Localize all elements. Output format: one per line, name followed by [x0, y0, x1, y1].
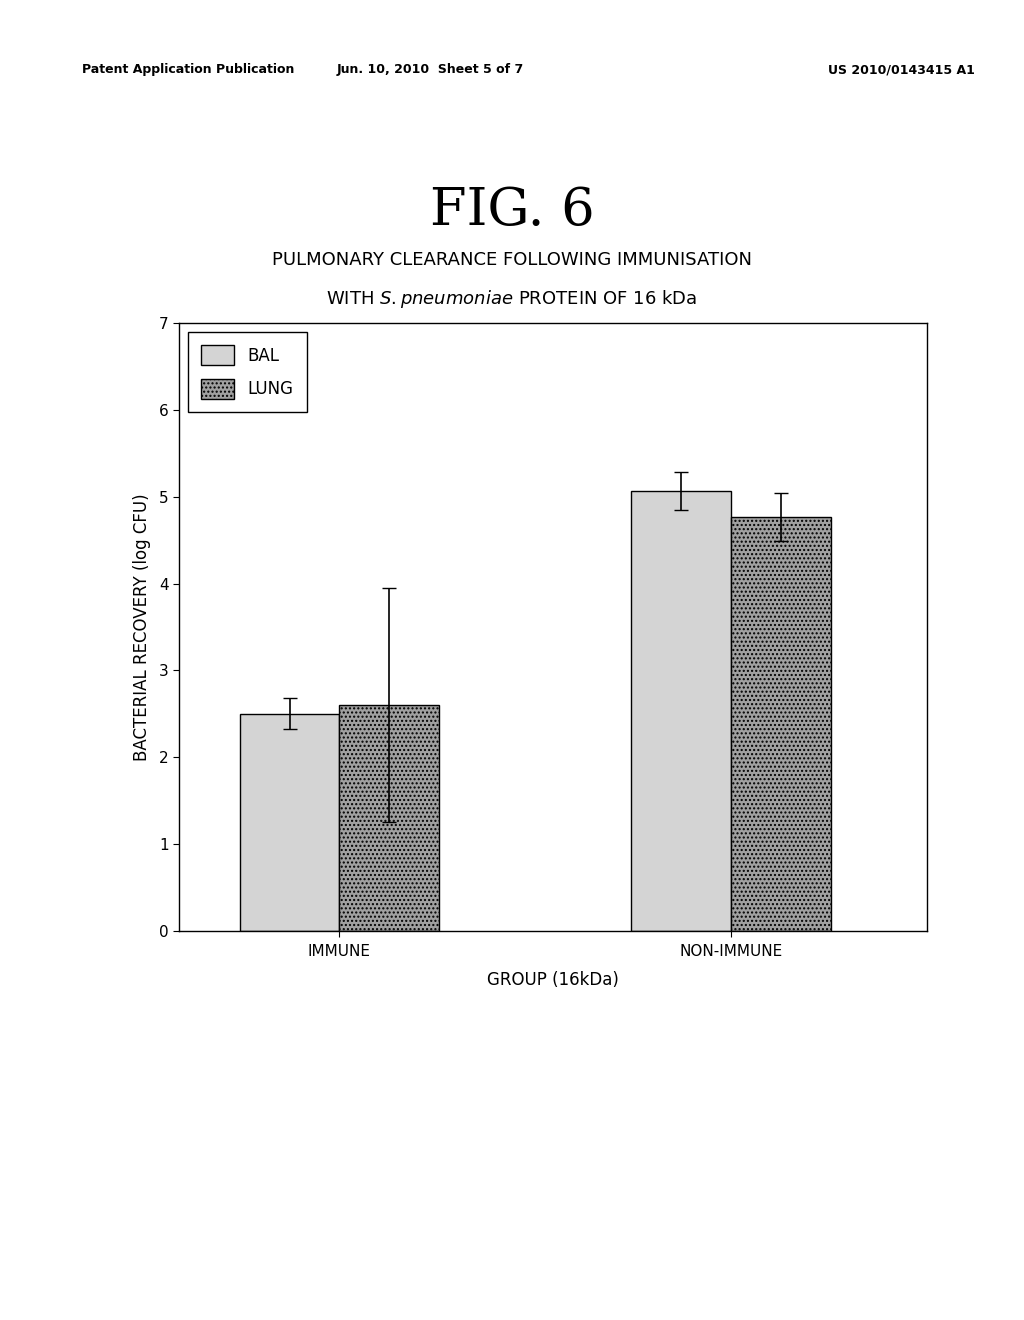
Bar [339, 705, 439, 931]
X-axis label: GROUP (16kDa): GROUP (16kDa) [487, 970, 618, 989]
Legend: BAL, LUNG: BAL, LUNG [187, 331, 307, 412]
Y-axis label: BACTERIAL RECOVERY (log CFU): BACTERIAL RECOVERY (log CFU) [133, 494, 151, 760]
Bar [731, 517, 830, 931]
Bar [240, 714, 339, 931]
Bar [631, 491, 731, 931]
Text: PULMONARY CLEARANCE FOLLOWING IMMUNISATION: PULMONARY CLEARANCE FOLLOWING IMMUNISATI… [272, 251, 752, 269]
Text: Jun. 10, 2010  Sheet 5 of 7: Jun. 10, 2010 Sheet 5 of 7 [337, 63, 523, 77]
Text: Patent Application Publication: Patent Application Publication [82, 63, 294, 77]
Text: WITH $\it{S.pneumoniae}$ PROTEIN OF 16 kDa: WITH $\it{S.pneumoniae}$ PROTEIN OF 16 k… [327, 288, 697, 310]
Text: FIG. 6: FIG. 6 [430, 185, 594, 236]
Text: US 2010/0143415 A1: US 2010/0143415 A1 [827, 63, 975, 77]
